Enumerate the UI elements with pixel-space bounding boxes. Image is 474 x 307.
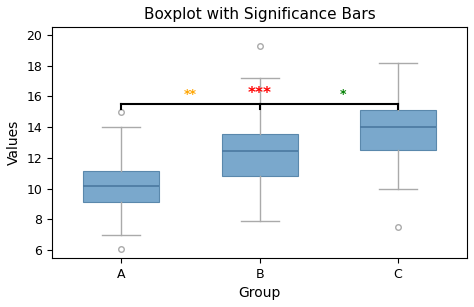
Text: ***: *** xyxy=(247,86,272,101)
X-axis label: Group: Group xyxy=(238,286,281,300)
Y-axis label: Values: Values xyxy=(7,120,21,165)
Title: Boxplot with Significance Bars: Boxplot with Significance Bars xyxy=(144,7,375,22)
Text: **: ** xyxy=(184,88,197,101)
PathPatch shape xyxy=(221,134,298,176)
Text: *: * xyxy=(339,88,346,101)
PathPatch shape xyxy=(360,110,436,150)
PathPatch shape xyxy=(83,171,159,202)
